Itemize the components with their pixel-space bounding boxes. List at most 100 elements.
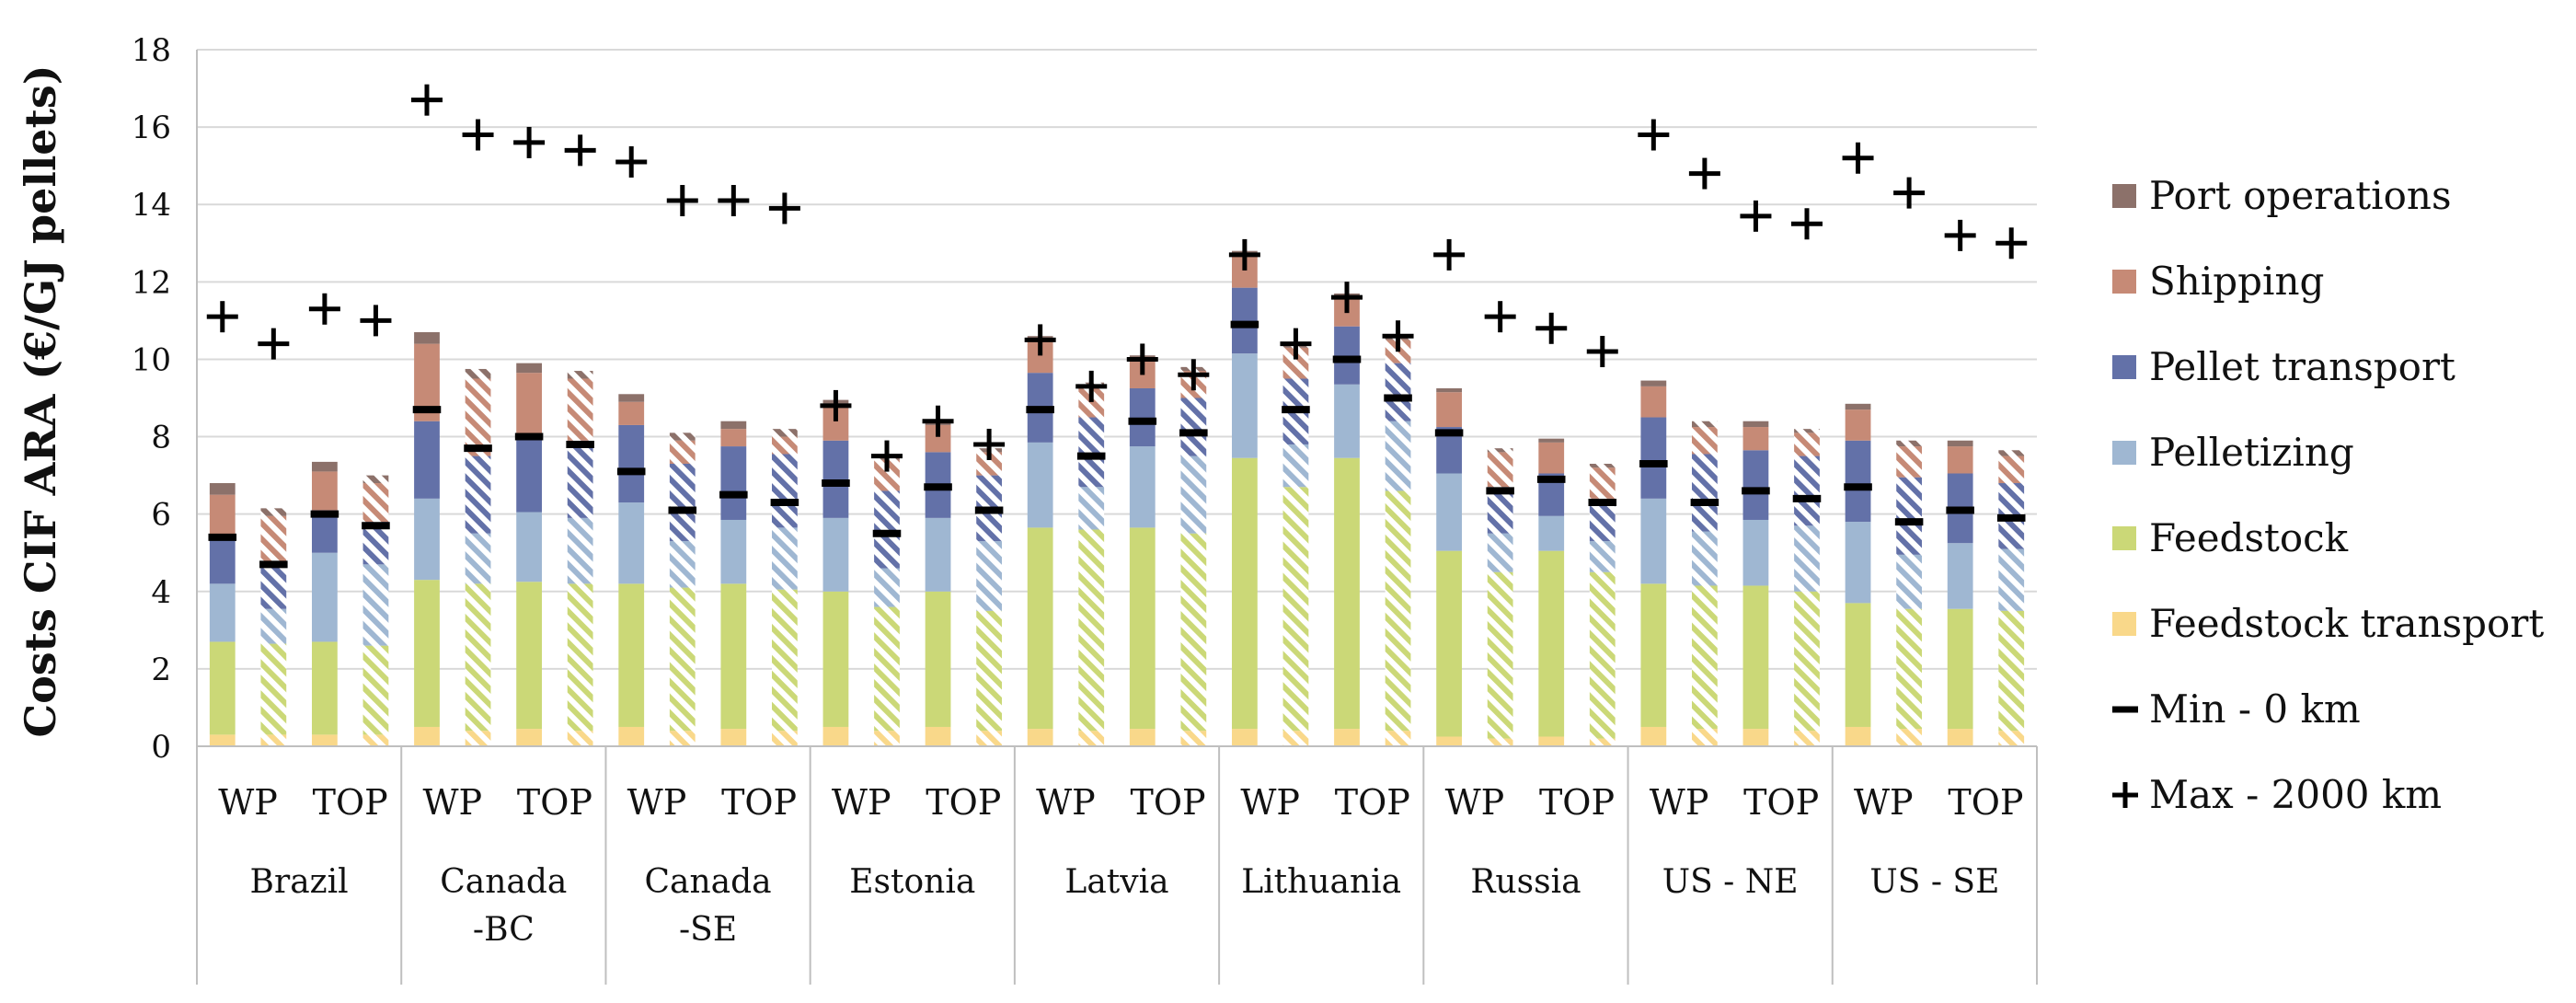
bar-segment-lithuania-4-pellet-transport	[1385, 363, 1411, 421]
bar-segment-russia-2-port-operations	[1487, 448, 1513, 453]
bar-segment-canada-se-3-pelletizing	[720, 519, 747, 584]
legend-item-port-operations: Port operations	[2112, 173, 2452, 218]
bars	[209, 250, 2025, 746]
max-marker-estonia-1	[820, 389, 852, 421]
bar-segment-russia-3-feedstock	[1538, 550, 1565, 737]
y-tick-label: 2	[151, 651, 171, 688]
x-tick-label-wp: WP	[1854, 782, 1914, 823]
max-marker-brazil-4	[360, 305, 392, 337]
group-label-us-ne: US - NE	[1662, 863, 1799, 901]
legend-swatch-feedstock-transport	[2112, 612, 2136, 636]
y-tick-label: 12	[132, 264, 171, 301]
bar-segment-canada-bc-1-feedstock-transport	[414, 726, 440, 746]
x-tick-label-top: TOP	[1948, 782, 2023, 823]
bar-segment-canada-se-3-shipping	[720, 429, 747, 447]
bar-segment-russia-1-pelletizing	[1436, 473, 1462, 551]
legend-swatch-feedstock	[2112, 526, 2136, 550]
legend-swatch-pellet-transport	[2112, 355, 2136, 379]
max-marker-lithuania-1	[1228, 238, 1260, 271]
bar-segment-canada-se-3-feedstock	[720, 583, 747, 730]
bar-segment-brazil-2-pellet-transport	[260, 562, 287, 609]
legend: Port operations Shipping Pellet transport P…	[2112, 173, 2544, 817]
bar-segment-brazil-4-port-operations	[362, 475, 389, 484]
bar-segment-latvia-1-feedstock-transport	[1027, 729, 1053, 746]
bar-segment-latvia-3-feedstock-transport	[1129, 729, 1156, 746]
max-marker-russia-4	[1586, 336, 1618, 368]
max-marker-russia-1	[1433, 238, 1466, 271]
bar-segment-brazil-1-shipping	[209, 494, 236, 537]
bar-segment-brazil-2-feedstock	[260, 643, 287, 735]
max-marker-us-se-4	[1995, 227, 2028, 259]
bar-segment-canada-se-1-port-operations	[618, 394, 645, 402]
bar-segment-us-se-1-feedstock-transport	[1845, 726, 1871, 746]
bar-segment-brazil-4-feedstock-transport	[362, 734, 389, 746]
gridlines	[197, 49, 2037, 747]
bar-segment-lithuania-3-pelletizing	[1334, 384, 1360, 458]
max-marker-canada-bc-3	[513, 126, 546, 158]
bar-segment-canada-se-4-pelletizing	[772, 527, 798, 590]
legend-label-min-0-km: Min - 0 km	[2149, 686, 2361, 732]
bar-segment-canada-bc-3-shipping	[516, 373, 542, 435]
bar-segment-canada-se-4-shipping	[772, 436, 798, 455]
bar-segment-us-se-3-feedstock	[1947, 608, 1973, 730]
bar-segment-canada-se-4-port-operations	[772, 429, 798, 437]
bar-segment-us-ne-4-shipping	[1794, 432, 1820, 456]
legend-label-feedstock-transport: Feedstock transport	[2149, 601, 2544, 646]
bar-segment-us-se-2-feedstock-transport	[1896, 729, 1922, 746]
bar-segment-us-ne-2-port-operations	[1692, 421, 1718, 428]
bar-segment-russia-3-shipping	[1538, 442, 1565, 474]
max-marker-russia-2	[1484, 301, 1516, 333]
bar-segment-brazil-4-shipping	[362, 483, 389, 523]
bar-segment-canada-bc-3-port-operations	[516, 363, 542, 374]
bar-segment-estonia-2-pelletizing	[874, 568, 900, 607]
bar-segment-brazil-4-pelletizing	[362, 564, 389, 646]
max-marker-latvia-3	[1126, 343, 1158, 375]
bar-segment-canada-se-1-shipping	[618, 401, 645, 425]
bar-segment-lithuania-4-feedstock-transport	[1385, 731, 1411, 746]
x-tick-label-wp: WP	[1036, 782, 1096, 823]
max-marker-us-se-1	[1842, 142, 1874, 174]
bar-segment-brazil-3-feedstock-transport	[312, 734, 338, 746]
max-marker-brazil-2	[258, 328, 290, 360]
bar-segment-estonia-1-feedstock-transport	[822, 726, 849, 746]
bar-segment-lithuania-1-feedstock-transport	[1232, 729, 1258, 746]
bar-segment-us-se-4-port-operations	[1998, 450, 2025, 456]
bar-segment-latvia-2-feedstock	[1078, 529, 1105, 732]
bar-segment-canada-bc-2-feedstock-transport	[465, 731, 491, 746]
bar-segment-russia-4-port-operations	[1589, 463, 1616, 468]
bar-segment-canada-se-3-port-operations	[720, 421, 747, 430]
x-tick-label-wp: WP	[1445, 782, 1505, 823]
max-marker-us-ne-2	[1688, 157, 1720, 190]
bar-segment-canada-bc-1-pelletizing	[414, 498, 440, 581]
x-tick-label-top: TOP	[1131, 782, 1206, 823]
bar-segment-russia-1-port-operations	[1436, 387, 1462, 393]
bar-segment-russia-2-shipping	[1487, 452, 1513, 488]
y-tick-label: 4	[151, 574, 171, 611]
bar-segment-latvia-4-pellet-transport	[1180, 398, 1207, 456]
bar-segment-russia-2-feedstock-transport	[1487, 738, 1513, 746]
bar-segment-canada-bc-4-feedstock-transport	[567, 731, 593, 746]
max-marker-us-se-2	[1893, 177, 1926, 209]
bar-segment-latvia-2-feedstock-transport	[1078, 731, 1105, 746]
bar-segment-us-se-4-shipping	[1998, 455, 2025, 484]
bar-segment-canada-bc-4-pellet-transport	[567, 440, 593, 518]
x-tick-label-wp: WP	[1240, 782, 1300, 823]
bar-segment-estonia-1-feedstock	[822, 591, 849, 727]
bar-segment-russia-1-shipping	[1436, 392, 1462, 428]
max-marker-latvia-1	[1024, 324, 1056, 356]
bar-segment-latvia-4-pelletizing	[1180, 455, 1207, 534]
legend-label-feedstock: Feedstock	[2149, 515, 2349, 560]
bar-segment-russia-3-pelletizing	[1538, 515, 1565, 551]
min-max-markers	[206, 84, 2028, 569]
bar-segment-canada-se-2-feedstock	[669, 587, 696, 732]
legend-item-feedstock: Feedstock	[2112, 515, 2349, 560]
max-marker-us-ne-1	[1638, 119, 1670, 151]
bar-segment-canada-se-2-port-operations	[669, 432, 696, 441]
bar-segment-us-se-3-pelletizing	[1947, 543, 1973, 609]
group-label-latvia: Latvia	[1064, 863, 1168, 901]
bar-segment-russia-2-pelletizing	[1487, 533, 1513, 572]
bar-segment-us-se-1-port-operations	[1845, 403, 1871, 410]
bar-segment-russia-4-pelletizing	[1589, 541, 1616, 572]
bar-segment-estonia-3-feedstock-transport	[925, 726, 951, 746]
bar-segment-brazil-3-feedstock	[312, 641, 338, 735]
